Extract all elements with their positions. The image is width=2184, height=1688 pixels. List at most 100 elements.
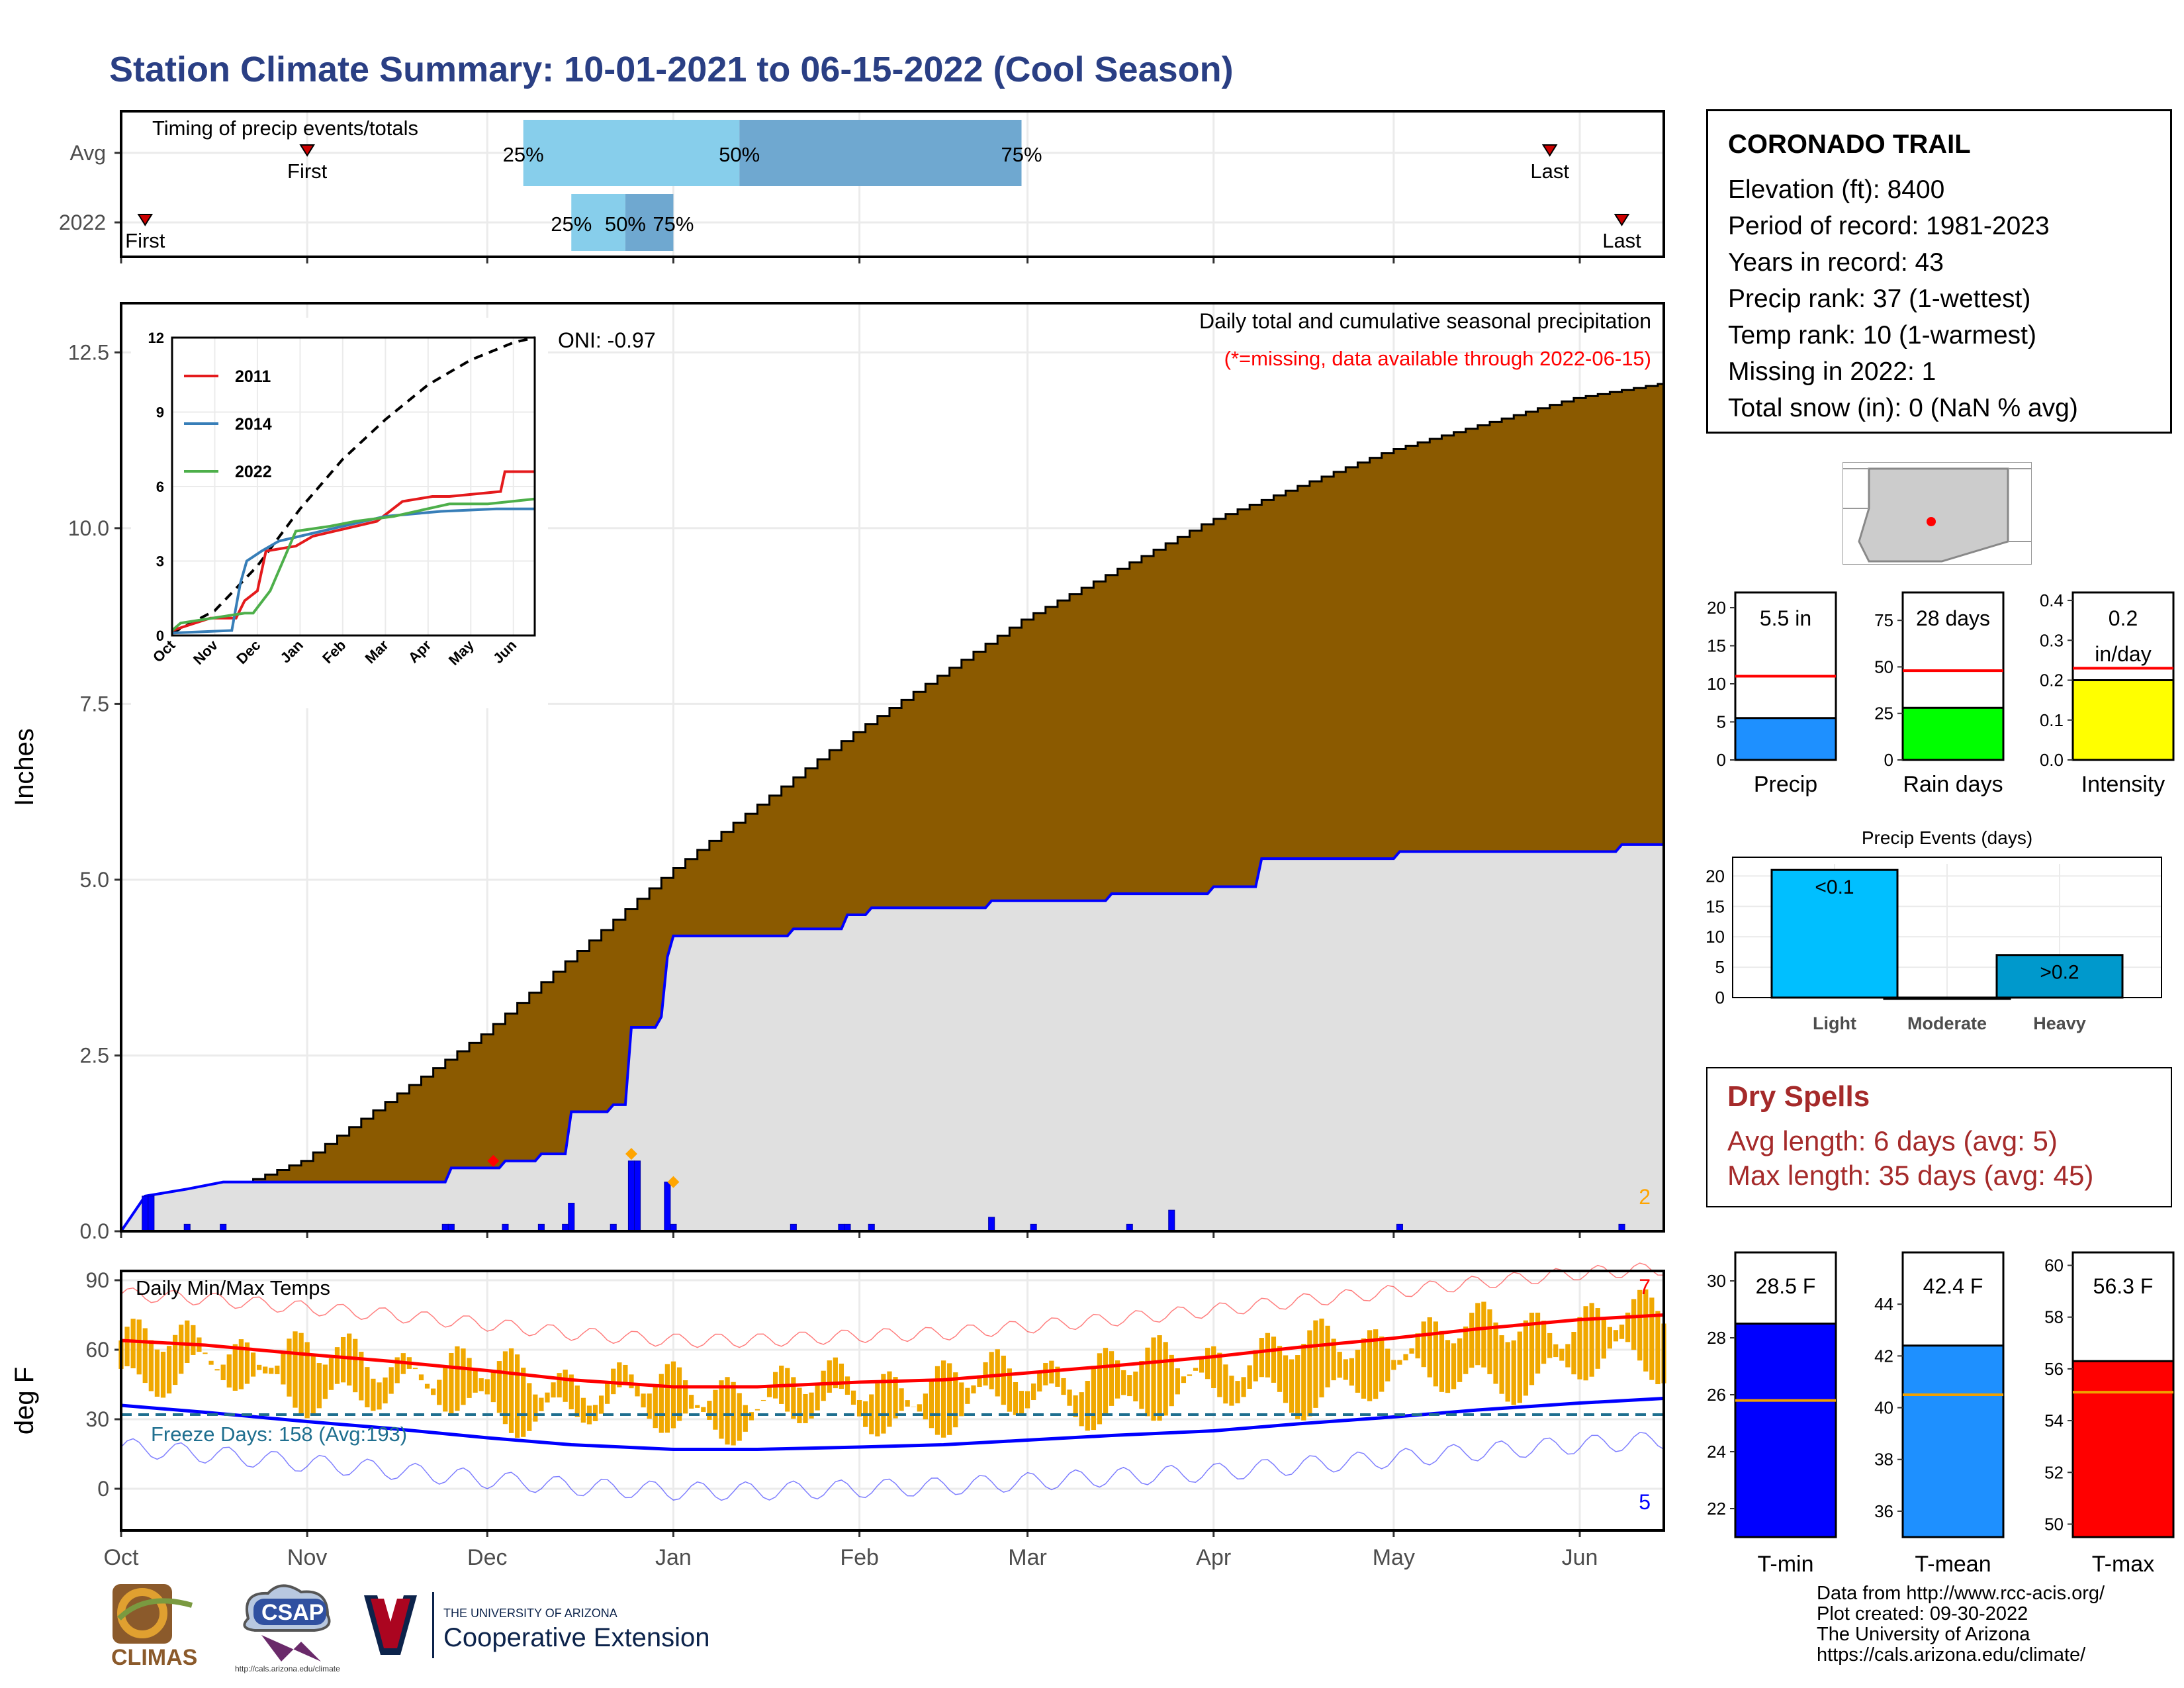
daily-temp-bar: [490, 1372, 496, 1403]
temp-chart: 0 30 60 90 Daily Min/Max Temps Freeze Days: 1…: [10, 1262, 1666, 1570]
daily-temp-bar: [689, 1395, 694, 1409]
timing-row-label: Avg: [69, 141, 106, 165]
daily-temp-bar: [1277, 1346, 1283, 1392]
y-tick-label: 15: [1707, 636, 1726, 656]
daily-temp-bar: [676, 1367, 682, 1421]
daily-temp-bar: [371, 1378, 376, 1411]
percentile-label: 75%: [653, 212, 694, 236]
daily-temp-bar: [1553, 1344, 1559, 1358]
daily-temp-bar: [334, 1347, 340, 1384]
daily-temp-bar: [797, 1387, 802, 1423]
daily-temp-bar: [478, 1378, 484, 1391]
event-bar: [1995, 954, 2124, 999]
y-tick-label: 5: [1717, 712, 1726, 732]
daily-temp-bar: [1283, 1355, 1289, 1403]
daily-temp-bar: [1367, 1330, 1373, 1401]
y-tick-label: 25: [1874, 704, 1893, 724]
y-tick-label: 38: [1874, 1450, 1893, 1470]
daily-temp-bar: [695, 1405, 700, 1408]
daily-temp-bar: [1211, 1346, 1216, 1388]
logo-strip: CLIMAS CSAP http://cals.arizona.edu/clim…: [111, 1584, 709, 1673]
daily-temp-bar: [1601, 1318, 1606, 1359]
daily-temp-bar: [833, 1357, 838, 1389]
daily-temp-bar: [412, 1368, 418, 1370]
timing-marker-icon: [1541, 144, 1558, 157]
daily-precip-bar: [1168, 1209, 1175, 1232]
station-detail-line: Total snow (in): 0 (NaN % avg): [1728, 394, 2078, 422]
summary-bars: 0 5 10 15 20 5.5 in Precip 0 25 50 75 28 days Rain d…: [1707, 590, 2175, 797]
daily-temp-bar: [130, 1319, 136, 1369]
daily-temp-bar: [424, 1383, 430, 1389]
daily-temp-bar: [359, 1352, 364, 1401]
arizona-state-shape: [1858, 467, 2009, 563]
daily-temp-bar: [1517, 1331, 1522, 1403]
dry-spells-avg: Avg length: 6 days (avg: 5): [1727, 1125, 2058, 1156]
y-tick-label: 75: [1874, 610, 1893, 630]
daily-temp-bar: [605, 1382, 610, 1404]
timing-marker-label: First: [125, 229, 165, 252]
event-category-label: Moderate: [1907, 1013, 1987, 1033]
daily-temp-bar: [238, 1339, 244, 1389]
inset-avg-line: [171, 336, 535, 635]
summary-bar: [2071, 679, 2175, 761]
daily-temp-bar: [1253, 1350, 1258, 1382]
y-tick-label: 30: [85, 1407, 109, 1431]
daily-temp-bar: [394, 1357, 400, 1383]
y-tick-label: 20: [1707, 598, 1726, 618]
daily-temp-bar: [449, 1352, 454, 1414]
x-tick-label: Feb: [840, 1545, 879, 1570]
dry-spells-max: Max length: 35 days (avg: 45): [1727, 1160, 2094, 1191]
daily-temp-bar: [1547, 1333, 1553, 1358]
daily-temp-bar: [1139, 1360, 1144, 1409]
summary-value: 0.2: [2109, 606, 2138, 630]
ua-logo-bottom: Cooperative Extension: [443, 1623, 709, 1652]
x-tick-label: Jun: [1562, 1545, 1598, 1570]
daily-temp-bar: [388, 1367, 394, 1394]
y-tick-label: 52: [2044, 1462, 2064, 1482]
daily-temp-bar: [1024, 1391, 1030, 1409]
daily-temp-bar: [1229, 1376, 1234, 1406]
station-detail-line: Temp rank: 10 (1-warmest): [1728, 321, 2036, 350]
daily-temp-bar: [269, 1368, 274, 1374]
daily-temp-bar: [1475, 1303, 1480, 1366]
daily-temp-bar: [1355, 1349, 1361, 1393]
y-tick-label: 0.2: [2040, 671, 2064, 690]
daily-temp-bar: [1583, 1306, 1588, 1381]
daily-temp-bar: [893, 1377, 898, 1419]
daily-temp-bar: [418, 1374, 424, 1381]
daily-temp-bar: [1427, 1317, 1432, 1378]
x-tick-label: Oct: [104, 1545, 139, 1570]
daily-temp-bar: [1115, 1360, 1120, 1399]
summary-bar: [1901, 706, 2005, 761]
missing-marker-icon: [487, 1154, 500, 1167]
daily-temp-bar: [664, 1364, 670, 1433]
temp-bar-value: 28.5 F: [1756, 1274, 1816, 1298]
daily-precip-bar: [664, 1182, 671, 1232]
daily-temp-bar: [923, 1393, 929, 1420]
daily-temp-bar: [1163, 1342, 1168, 1416]
y-tick-label: 20: [1706, 866, 1725, 886]
avg-min-temp-line: [120, 1397, 1664, 1451]
daily-temp-bar: [1373, 1329, 1379, 1399]
percentile-label: 25%: [503, 143, 544, 166]
daily-temp-bar: [844, 1376, 850, 1395]
daily-temp-bar: [1457, 1338, 1463, 1382]
station-marker: [1927, 517, 1936, 526]
daily-temp-bar: [1535, 1312, 1541, 1374]
x-tick-label: May: [1373, 1545, 1415, 1570]
station-info-box: CORONADO TRAIL Elevation (ft): 8400 Perio…: [1706, 109, 2172, 434]
daily-temp-bar: [659, 1374, 664, 1433]
daily-temp-bar: [1079, 1392, 1084, 1427]
daily-temp-bar: [293, 1331, 298, 1408]
events-title: Precip Events (days): [1862, 827, 2032, 848]
daily-temp-bar: [803, 1393, 808, 1423]
x-tick-label: Apr: [1196, 1545, 1231, 1570]
daily-temp-bar: [203, 1352, 208, 1354]
temp-bar: [1734, 1323, 1837, 1538]
daily-temp-bar: [1403, 1354, 1408, 1361]
daily-temp-bar: [1169, 1354, 1174, 1407]
timing-chart: 25% 50% 75% First Last Avg 25% 50% 75% First Last 2…: [59, 110, 1665, 263]
daily-temp-bar: [1199, 1356, 1205, 1373]
daily-temp-bar: [929, 1379, 934, 1429]
y-tick-label: 40: [1874, 1398, 1893, 1418]
